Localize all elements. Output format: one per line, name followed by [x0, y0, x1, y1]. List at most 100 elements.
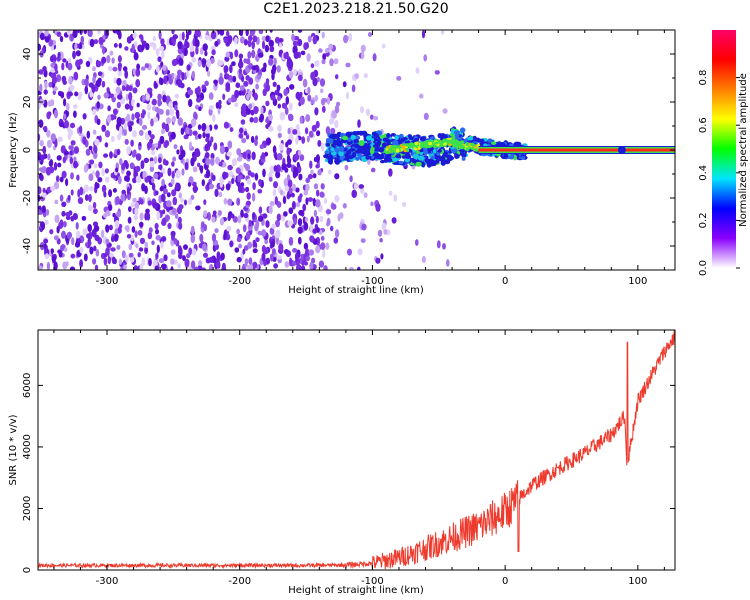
signal-blob	[392, 157, 398, 162]
noise-speckle	[201, 84, 206, 90]
noise-speckle	[130, 202, 135, 208]
noise-speckle	[92, 108, 96, 116]
noise-speckle	[193, 111, 198, 120]
signal-blob	[378, 146, 385, 153]
noise-speckle	[213, 142, 218, 151]
noise-speckle	[73, 104, 78, 109]
noise-speckle	[204, 35, 210, 40]
noise-speckle	[334, 120, 339, 129]
noise-speckle	[107, 114, 112, 124]
signal-blob	[440, 160, 446, 166]
noise-speckle	[315, 120, 320, 129]
noise-speckle	[241, 75, 245, 83]
noise-speckle	[247, 51, 252, 59]
noise-speckle	[243, 58, 248, 64]
noise-speckle	[255, 237, 260, 243]
noise-speckle	[285, 96, 289, 105]
signal-blob	[338, 146, 345, 152]
noise-speckle	[43, 243, 47, 249]
noise-speckle	[105, 247, 110, 256]
noise-speckle	[351, 84, 356, 93]
noise-speckle	[297, 195, 302, 203]
noise-speckle	[283, 211, 288, 217]
noise-speckle	[46, 111, 51, 120]
noise-speckle	[275, 229, 281, 238]
x-tick-label: 0	[502, 576, 508, 587]
noise-speckle	[191, 70, 196, 79]
noise-speckle	[46, 261, 50, 270]
signal-blob	[454, 130, 460, 135]
noise-speckle	[189, 129, 193, 137]
noise-speckle	[202, 158, 207, 164]
noise-speckle	[81, 215, 87, 221]
noise-speckle	[304, 127, 309, 135]
noise-speckle	[286, 154, 291, 163]
noise-speckle	[322, 53, 327, 61]
noise-speckle	[292, 248, 298, 253]
noise-speckle	[223, 198, 228, 205]
noise-speckle	[290, 192, 295, 198]
noise-speckle	[148, 258, 152, 267]
noise-speckle	[288, 114, 294, 122]
noise-speckle	[113, 233, 119, 242]
noise-speckle	[109, 50, 114, 56]
signal-blob	[412, 153, 419, 159]
noise-speckle	[145, 208, 150, 214]
noise-speckle	[110, 115, 115, 121]
noise-speckle	[277, 255, 282, 260]
noise-speckle	[141, 40, 147, 46]
noise-speckle	[97, 94, 101, 100]
noise-speckle	[123, 129, 127, 136]
noise-speckle	[108, 189, 112, 198]
noise-speckle	[272, 81, 277, 88]
noise-speckle	[293, 69, 297, 76]
signal-blob	[334, 147, 339, 153]
noise-speckle	[95, 249, 100, 257]
noise-speckle	[190, 118, 197, 127]
noise-speckle	[130, 256, 135, 263]
noise-speckle	[170, 230, 176, 237]
signal-blob	[342, 135, 349, 141]
noise-speckle	[230, 51, 233, 60]
noise-speckle	[76, 174, 80, 181]
noise-speckle	[94, 138, 100, 147]
noise-speckle	[69, 84, 75, 91]
signal-blob	[359, 147, 365, 154]
noise-speckle	[78, 58, 83, 65]
noise-speckle	[98, 135, 102, 143]
noise-speckle	[223, 37, 228, 44]
noise-speckle	[41, 205, 46, 213]
noise-speckle	[201, 58, 207, 65]
noise-speckle	[135, 68, 141, 77]
noise-speckle	[237, 156, 243, 162]
noise-speckle	[272, 64, 277, 73]
noise-speckle	[210, 157, 215, 166]
noise-speckle	[249, 117, 254, 123]
signal-core	[385, 148, 389, 151]
noise-speckle	[265, 35, 270, 43]
noise-speckle	[238, 53, 244, 59]
signal-blob	[339, 156, 345, 161]
noise-speckle	[312, 173, 317, 179]
noise-speckle	[221, 262, 226, 270]
noise-speckle	[103, 92, 109, 99]
colorbar-gradient	[712, 30, 736, 268]
noise-speckle	[315, 199, 321, 208]
noise-speckle	[329, 58, 334, 67]
noise-speckle	[151, 177, 155, 184]
signal-blob	[417, 155, 425, 161]
colorbar-title: Normalized spectral amplitude	[738, 73, 749, 227]
signal-blob	[404, 152, 411, 158]
noise-speckle	[92, 201, 97, 209]
noise-speckle	[171, 161, 175, 167]
noise-speckle	[110, 172, 115, 179]
noise-speckle	[153, 143, 159, 148]
signal-core	[455, 144, 459, 149]
noise-speckle	[273, 181, 278, 189]
noise-speckle	[123, 122, 128, 131]
noise-speckle	[144, 176, 150, 183]
noise-speckle	[227, 140, 233, 149]
noise-speckle	[289, 84, 295, 90]
noise-speckle	[168, 101, 174, 109]
